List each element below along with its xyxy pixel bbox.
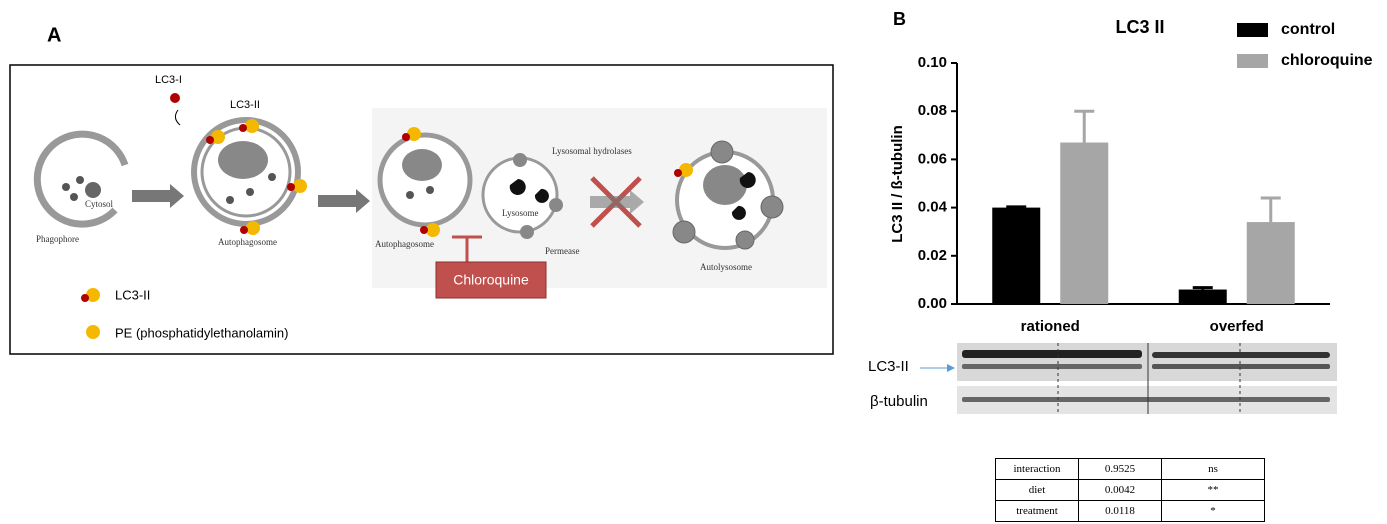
x-tick-label: overfed	[1210, 318, 1264, 335]
legend-label: control	[1281, 21, 1335, 38]
y-tick-label: 0.00	[918, 295, 947, 312]
y-axis-label: LC3 II / ß-tubulin	[889, 125, 906, 242]
diagram-label: Lysosome	[502, 208, 539, 218]
cell: interaction	[995, 458, 1079, 480]
drug-label: Chloroquine	[453, 272, 529, 288]
legend-label: LC3-II	[115, 287, 150, 302]
blot-label: β-tubulin	[870, 393, 928, 410]
table-row: diet 0.0042 **	[995, 479, 1265, 501]
cell: **	[1161, 479, 1265, 501]
y-tick-label: 0.02	[918, 247, 947, 264]
diagram-label: Cytosol	[85, 199, 114, 209]
blot	[920, 343, 1337, 414]
stats-table: interaction 0.9525 ns diet 0.0042 ** treatme…	[995, 458, 1265, 522]
y-tick-label: 0.06	[918, 150, 947, 167]
legend-label: chloroquine	[1281, 52, 1373, 69]
diagram-label: Autophagosome	[375, 239, 434, 249]
plot: 0.00 0.02 0.04 0.06 0.08 0.10 rationed overfed c…	[918, 21, 1373, 335]
legend-swatch	[1237, 54, 1268, 68]
cell: 0.0118	[1078, 500, 1162, 522]
bar	[1246, 222, 1295, 304]
panel-label: A	[47, 24, 61, 46]
bar	[1178, 289, 1227, 304]
cell: 0.9525	[1078, 458, 1162, 480]
legend-label: PE (phosphatidylethanolamin)	[115, 325, 288, 340]
diagram-label: Lysosomal hydrolases	[552, 146, 632, 156]
diagram-label: LC3-I	[155, 74, 182, 86]
diagram-label: Permease	[545, 246, 579, 256]
x-tick-label: rationed	[1021, 318, 1080, 335]
cell: 0.0042	[1078, 479, 1162, 501]
error-bar	[1260, 196, 1281, 223]
diagram	[33, 93, 784, 339]
cell: ns	[1161, 458, 1265, 480]
cell: diet	[995, 479, 1079, 501]
y-tick-label: 0.10	[918, 54, 947, 71]
y-tick-label: 0.04	[918, 199, 948, 216]
table-row: interaction 0.9525 ns	[995, 458, 1265, 480]
panel-label: B	[893, 9, 906, 29]
diagram-label: Phagophore	[36, 234, 79, 244]
chart-title: LC3 II	[1115, 17, 1164, 37]
blot-label: LC3-II	[868, 358, 909, 375]
error-bar	[1074, 109, 1095, 143]
cell: *	[1161, 500, 1265, 522]
diagram-label: LC3-II	[230, 99, 260, 111]
bar	[1060, 142, 1109, 304]
error-bar	[1006, 205, 1027, 209]
table-row: treatment 0.0118 *	[995, 500, 1265, 522]
error-bar	[1192, 286, 1213, 290]
y-tick-label: 0.08	[918, 102, 947, 119]
legend-swatch	[1237, 23, 1268, 37]
bar	[992, 207, 1041, 304]
cell: treatment	[995, 500, 1079, 522]
diagram-label: Autolysosome	[700, 262, 752, 272]
diagram-label: Autophagosome	[218, 237, 277, 247]
